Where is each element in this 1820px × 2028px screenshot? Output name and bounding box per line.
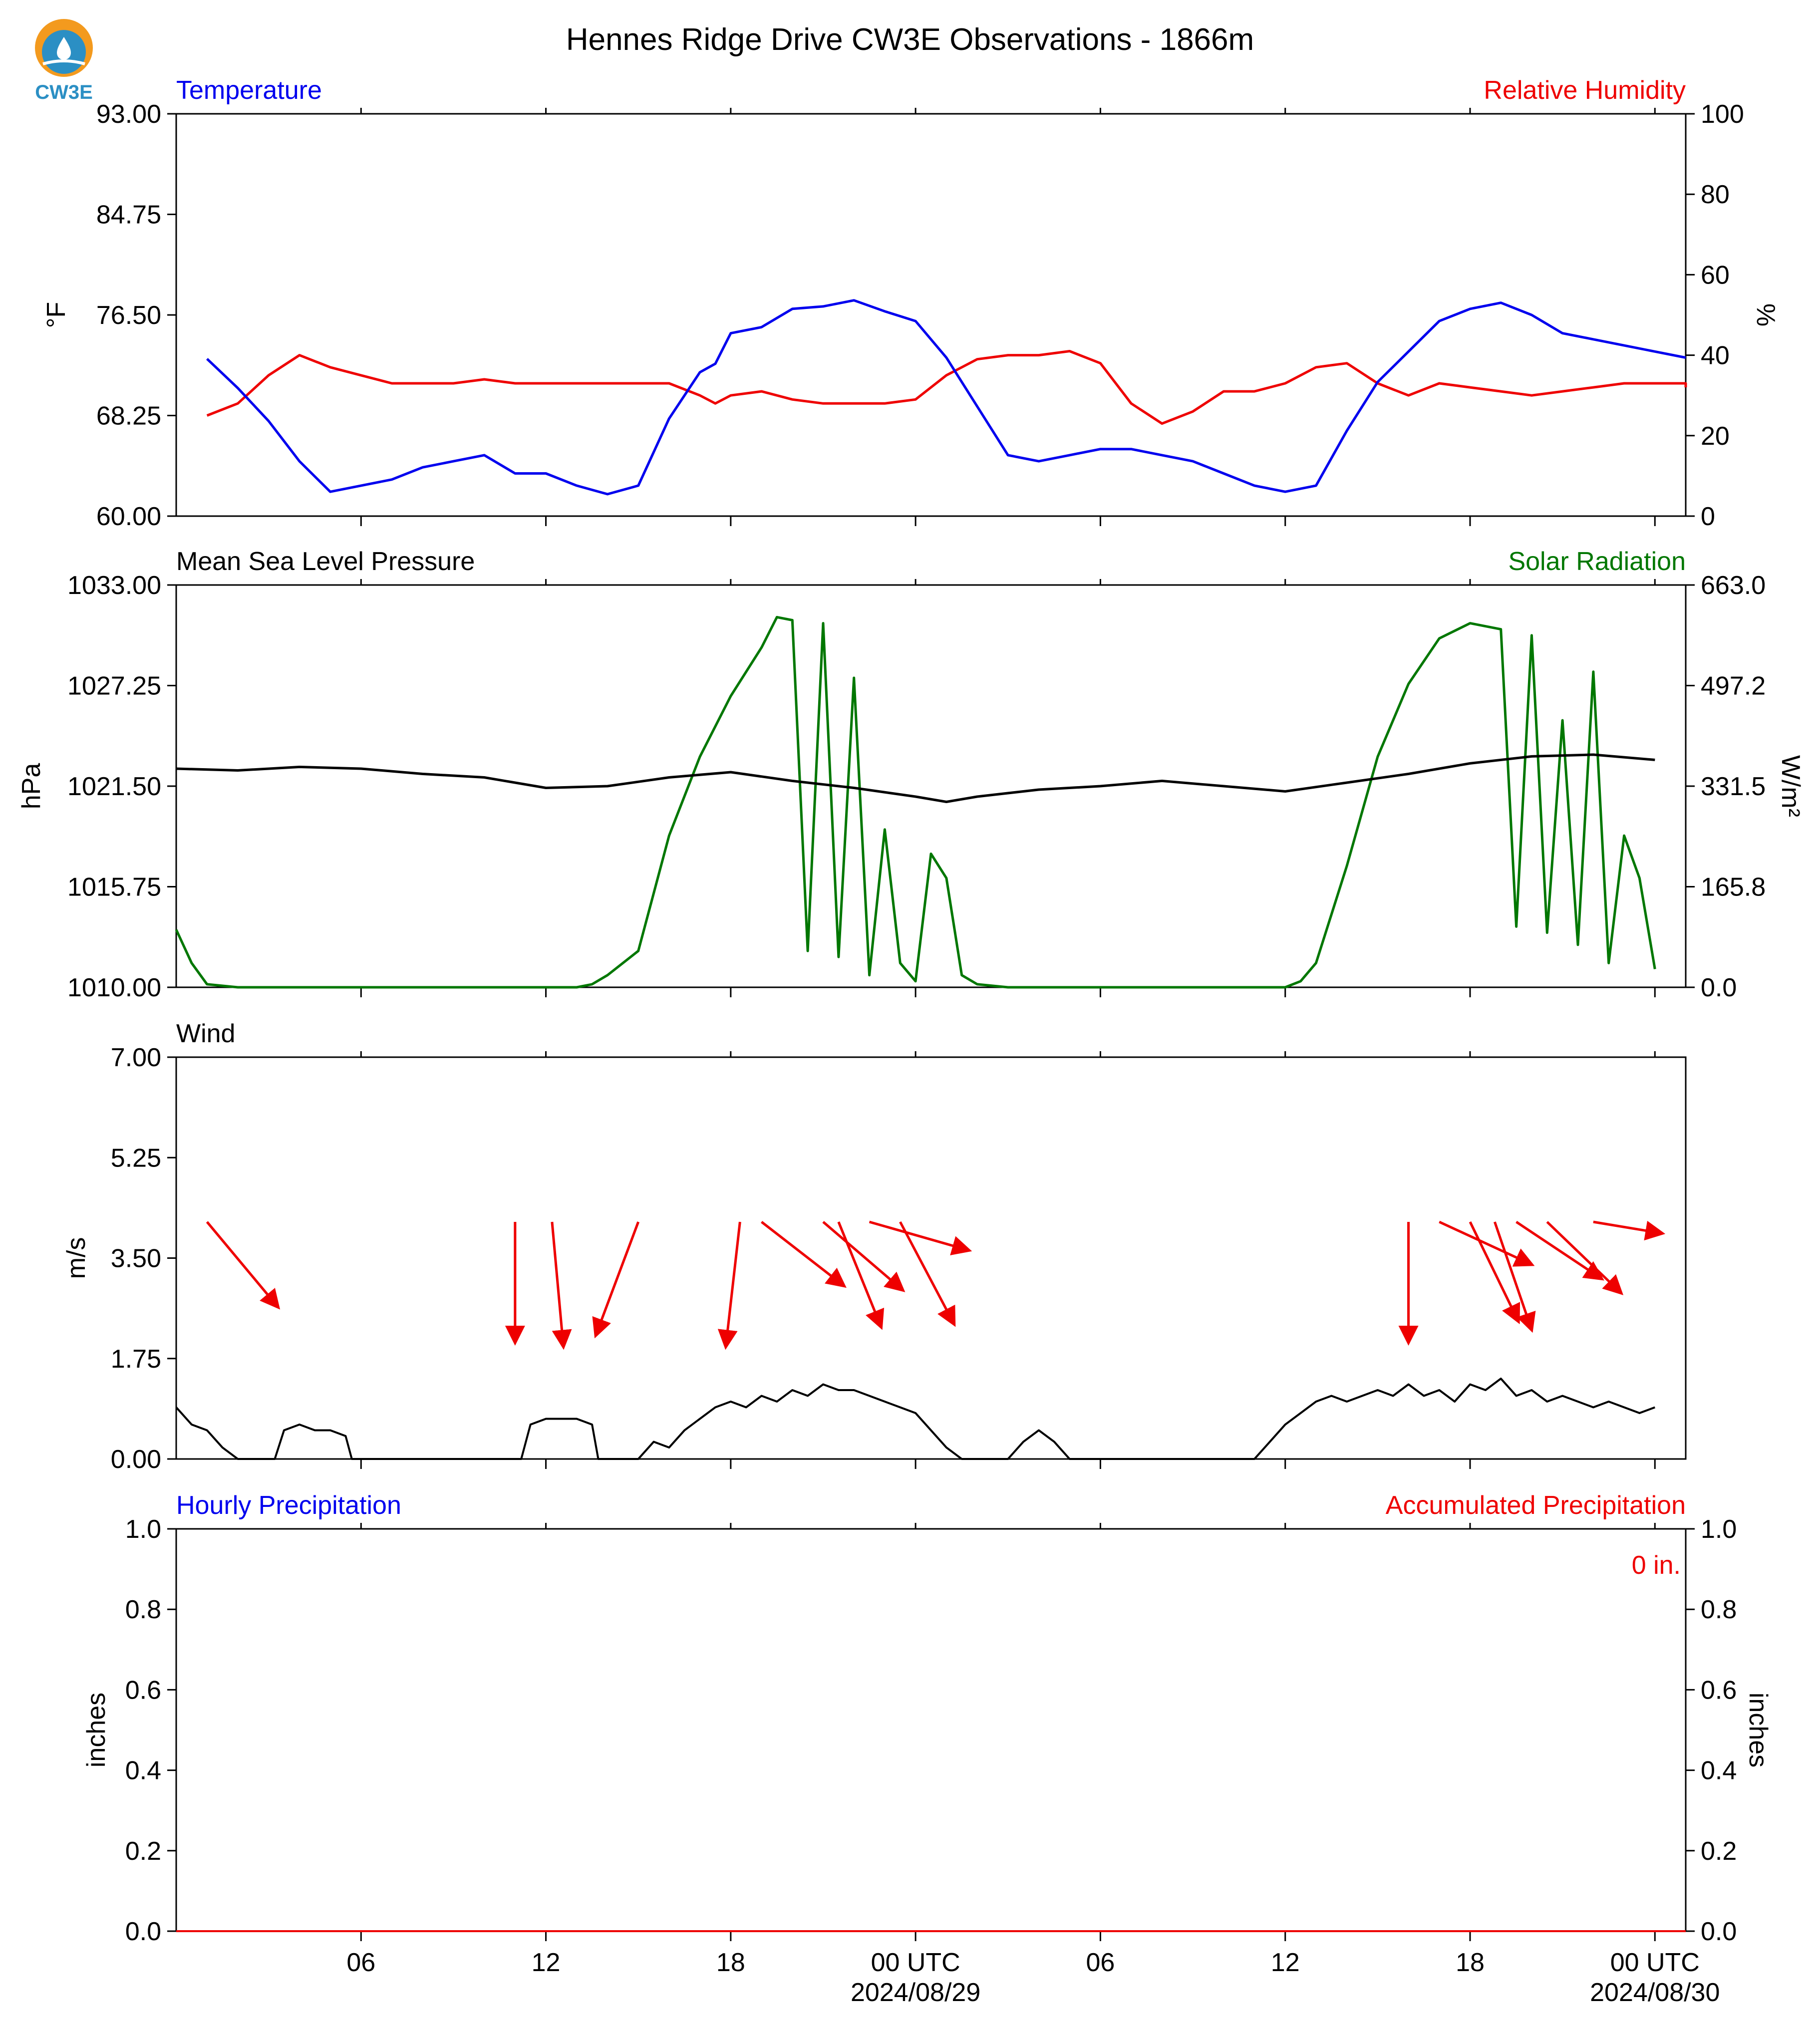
pressure-line: [176, 753, 1655, 803]
x-date-label: 2024/08/29: [851, 1978, 980, 2007]
wind-direction-arrow: [1469, 1221, 1520, 1324]
pressure-tick-label: 1015.75: [67, 873, 161, 902]
solar-tick-label: 497.2: [1701, 672, 1766, 701]
wind-axis-label: m/s: [62, 1237, 91, 1279]
wind-tick-label: 3.50: [111, 1244, 161, 1273]
accumulated-total-label: 0 in.: [1632, 1551, 1681, 1580]
x-tick-label: 00 UTC: [1610, 1948, 1700, 1977]
temperature-tick-label: 76.50: [96, 301, 161, 330]
precip-tick-label: 0.0: [125, 1917, 161, 1946]
wind-direction-arrow: [837, 1221, 885, 1330]
solar-tick-label: 165.8: [1701, 873, 1766, 902]
wind-tick-label: 1.75: [111, 1345, 161, 1374]
wind-tick-label: 7.00: [111, 1043, 161, 1072]
temperature-label: Temperature: [176, 76, 322, 105]
precip-tick-label: 0.4: [125, 1756, 161, 1785]
solar-radiation-line: [175, 615, 1656, 989]
x-tick-label: 06: [1086, 1948, 1115, 1977]
wind-direction-arrow: [1516, 1220, 1604, 1281]
panel-frame: [175, 1056, 1687, 1460]
wind-direction-arrow: [761, 1221, 847, 1288]
accum-precip-tick-label: 0.0: [1701, 1917, 1737, 1946]
humidity-tick-label: 80: [1701, 180, 1730, 209]
temperature-tick-label: 84.75: [96, 201, 161, 230]
temperature-tick-label: 68.25: [96, 402, 161, 431]
solar-label: Solar Radiation: [1508, 547, 1686, 576]
wind-speed-line: [175, 1378, 1655, 1460]
accum-precip-tick-label: 0.4: [1701, 1756, 1737, 1785]
accum-precip-tick-label: 0.8: [1701, 1595, 1737, 1624]
pressure-axis-label: hPa: [17, 763, 46, 810]
precip-tick-label: 1.0: [125, 1515, 161, 1544]
temperature-line: [206, 299, 1686, 496]
x-tick-label: 00 UTC: [871, 1948, 960, 1977]
accum-precip-tick-label: 0.6: [1701, 1676, 1737, 1705]
logo-wave-icon: [42, 59, 85, 65]
wind-tick-label: 5.25: [111, 1144, 161, 1172]
x-tick-label: 12: [532, 1948, 561, 1977]
accum-precip-axis-label: inches: [1744, 1693, 1773, 1767]
humidity-tick-label: 60: [1701, 261, 1730, 290]
wind-direction-arrow: [592, 1221, 640, 1339]
wind-direction-arrow: [899, 1221, 956, 1327]
temperature-axis-label: °F: [42, 302, 71, 328]
wind-label: Wind: [176, 1019, 235, 1048]
x-tick-label: 18: [1456, 1948, 1485, 1977]
temperature-tick-label: 60.00: [96, 502, 161, 531]
panel-frame: [175, 1528, 1687, 1932]
wind-direction-arrow: [869, 1220, 972, 1255]
wind-direction-arrow: [1546, 1221, 1624, 1295]
accumulated-precip-label: Accumulated Precipitation: [1386, 1491, 1686, 1520]
humidity-tick-label: 0: [1701, 502, 1715, 531]
logo-text: CW3E: [35, 81, 93, 103]
wind-tick-label: 0.00: [111, 1445, 161, 1474]
hourly-precip-label: Hourly Precipitation: [176, 1491, 401, 1520]
wind-direction-arrow: [1439, 1220, 1535, 1267]
x-tick-label: 18: [716, 1948, 745, 1977]
humidity-line: [206, 350, 1687, 425]
solar-tick-label: 331.5: [1701, 772, 1766, 801]
panel-frame: [175, 584, 1687, 988]
cw3e-logo-mark: CW3E: [35, 19, 93, 103]
precip-tick-label: 0.6: [125, 1676, 161, 1705]
pressure-tick-label: 1021.50: [67, 772, 161, 801]
humidity-axis-label: %: [1751, 303, 1780, 326]
solar-axis-label: W/m²: [1776, 755, 1805, 817]
cw3e-logo: CW3E: [29, 16, 99, 105]
wind-direction-arrow: [206, 1221, 281, 1310]
pressure-tick-label: 1027.25: [67, 672, 161, 701]
pressure-label: Mean Sea Level Pressure: [176, 547, 475, 576]
logo-drop-icon: [57, 37, 71, 60]
wind-direction-arrow: [551, 1221, 572, 1350]
precip-tick-label: 0.2: [125, 1837, 161, 1866]
humidity-tick-label: 40: [1701, 341, 1730, 370]
temperature-tick-label: 93.00: [96, 100, 161, 129]
wind-direction-arrow: [1494, 1221, 1536, 1333]
pressure-tick-label: 1033.00: [67, 571, 161, 600]
precip-axis-label: inches: [82, 1693, 111, 1767]
wind-direction-arrow: [717, 1221, 741, 1350]
x-tick-label: 12: [1271, 1948, 1300, 1977]
panel-frame: [175, 113, 1687, 517]
pressure-tick-label: 1010.00: [67, 973, 161, 1002]
humidity-label: Relative Humidity: [1484, 76, 1686, 105]
x-tick-label: 06: [346, 1948, 375, 1977]
precip-tick-label: 0.8: [125, 1595, 161, 1624]
x-date-label: 2024/08/30: [1590, 1978, 1720, 2007]
solar-tick-label: 663.0: [1701, 571, 1766, 600]
wind-direction-arrow: [1593, 1220, 1666, 1241]
humidity-tick-label: 100: [1701, 100, 1744, 129]
humidity-tick-label: 20: [1701, 422, 1730, 451]
accum-precip-tick-label: 0.2: [1701, 1837, 1737, 1866]
solar-tick-label: 0.0: [1701, 973, 1737, 1002]
wind-direction-arrow: [822, 1221, 906, 1292]
accum-precip-tick-label: 1.0: [1701, 1515, 1737, 1544]
chart-title: Hennes Ridge Drive CW3E Observations - 1…: [566, 22, 1254, 57]
